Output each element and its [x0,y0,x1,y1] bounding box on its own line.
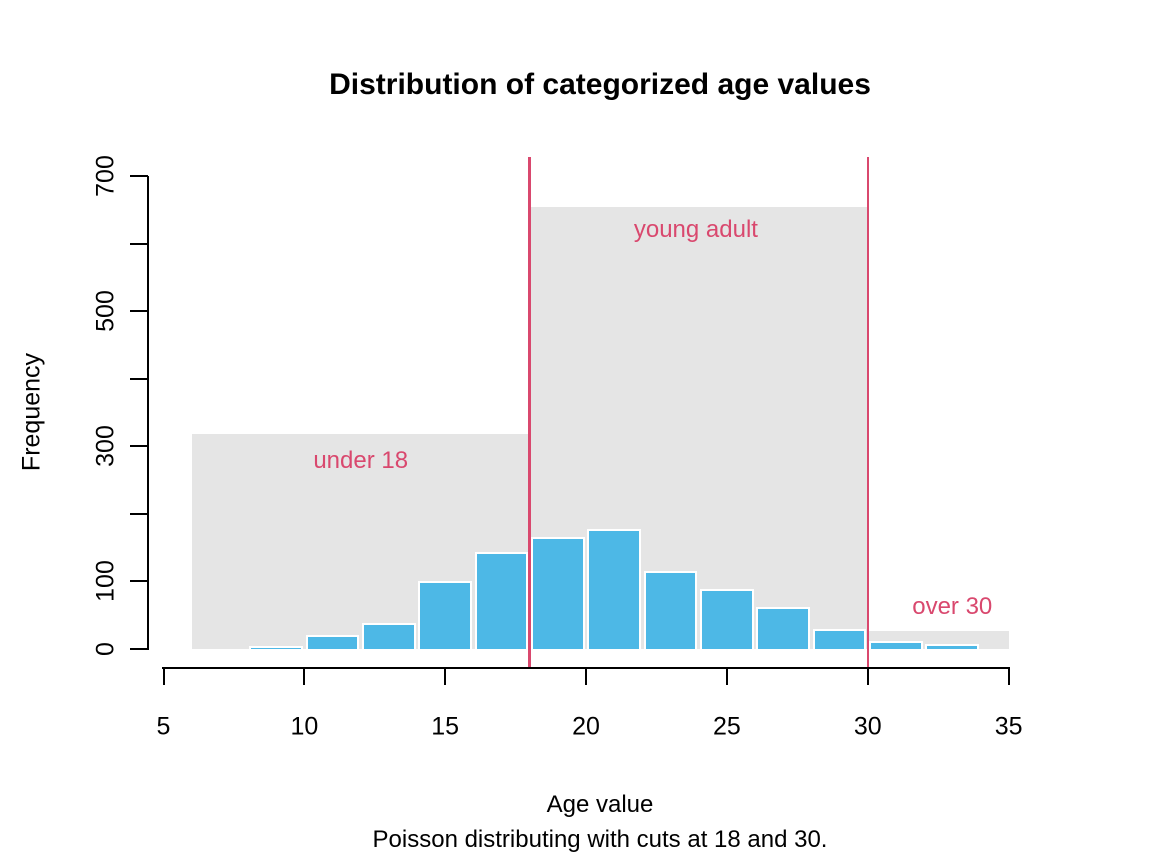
y-tick-label: 500 [91,290,120,333]
y-tick [130,648,148,650]
x-tick [303,667,306,685]
histogram-bar [587,529,642,649]
y-tick [130,512,148,515]
y-tick-label: 300 [91,425,120,468]
cut-line [866,157,869,668]
x-tick [725,667,728,685]
y-tick [130,175,148,178]
category-label: over 30 [912,593,993,621]
x-tick [162,667,165,685]
x-tick-label: 5 [156,712,171,741]
category-label: young adult [633,216,758,244]
x-tick-label: 15 [431,712,460,741]
chart-title: Distribution of categorized age values [329,68,871,101]
category-region [529,206,868,649]
y-axis-line [146,176,149,650]
y-tick [130,445,148,448]
y-tick-label: 0 [91,642,120,656]
y-tick [130,580,148,583]
x-tick [444,667,447,685]
histogram-bar [418,581,473,649]
y-tick [130,242,148,245]
x-axis-title: Age value [546,791,654,818]
x-tick-label: 20 [572,712,600,741]
histogram-bar [530,536,585,649]
x-tick-label: 30 [853,712,882,741]
y-tick-label: 100 [91,560,120,603]
histogram-bar [361,622,416,649]
y-tick [130,377,148,380]
cut-line [528,157,531,668]
histogram-bar [474,552,529,649]
histogram-bar [869,640,923,649]
x-tick [585,667,588,685]
y-tick [130,310,148,313]
category-label: under 18 [313,447,409,475]
y-axis-title: Frequency [17,352,46,472]
x-tick [1007,667,1010,685]
histogram-bar [925,644,980,649]
histogram-bar [305,635,360,649]
histogram-bar [756,607,811,649]
y-tick-label: 700 [91,155,120,198]
category-region [191,434,530,649]
x-tick [866,667,869,685]
x-tick-label: 25 [712,712,741,741]
histogram-bar [812,628,867,649]
x-tick-label: 10 [290,712,319,741]
x-axis-subtitle: Poisson distributing with cuts at 18 and… [372,826,828,853]
histogram-bar [699,588,754,649]
histogram-bar [643,570,698,649]
x-tick-label: 35 [994,712,1023,741]
histogram-bar [249,646,304,649]
